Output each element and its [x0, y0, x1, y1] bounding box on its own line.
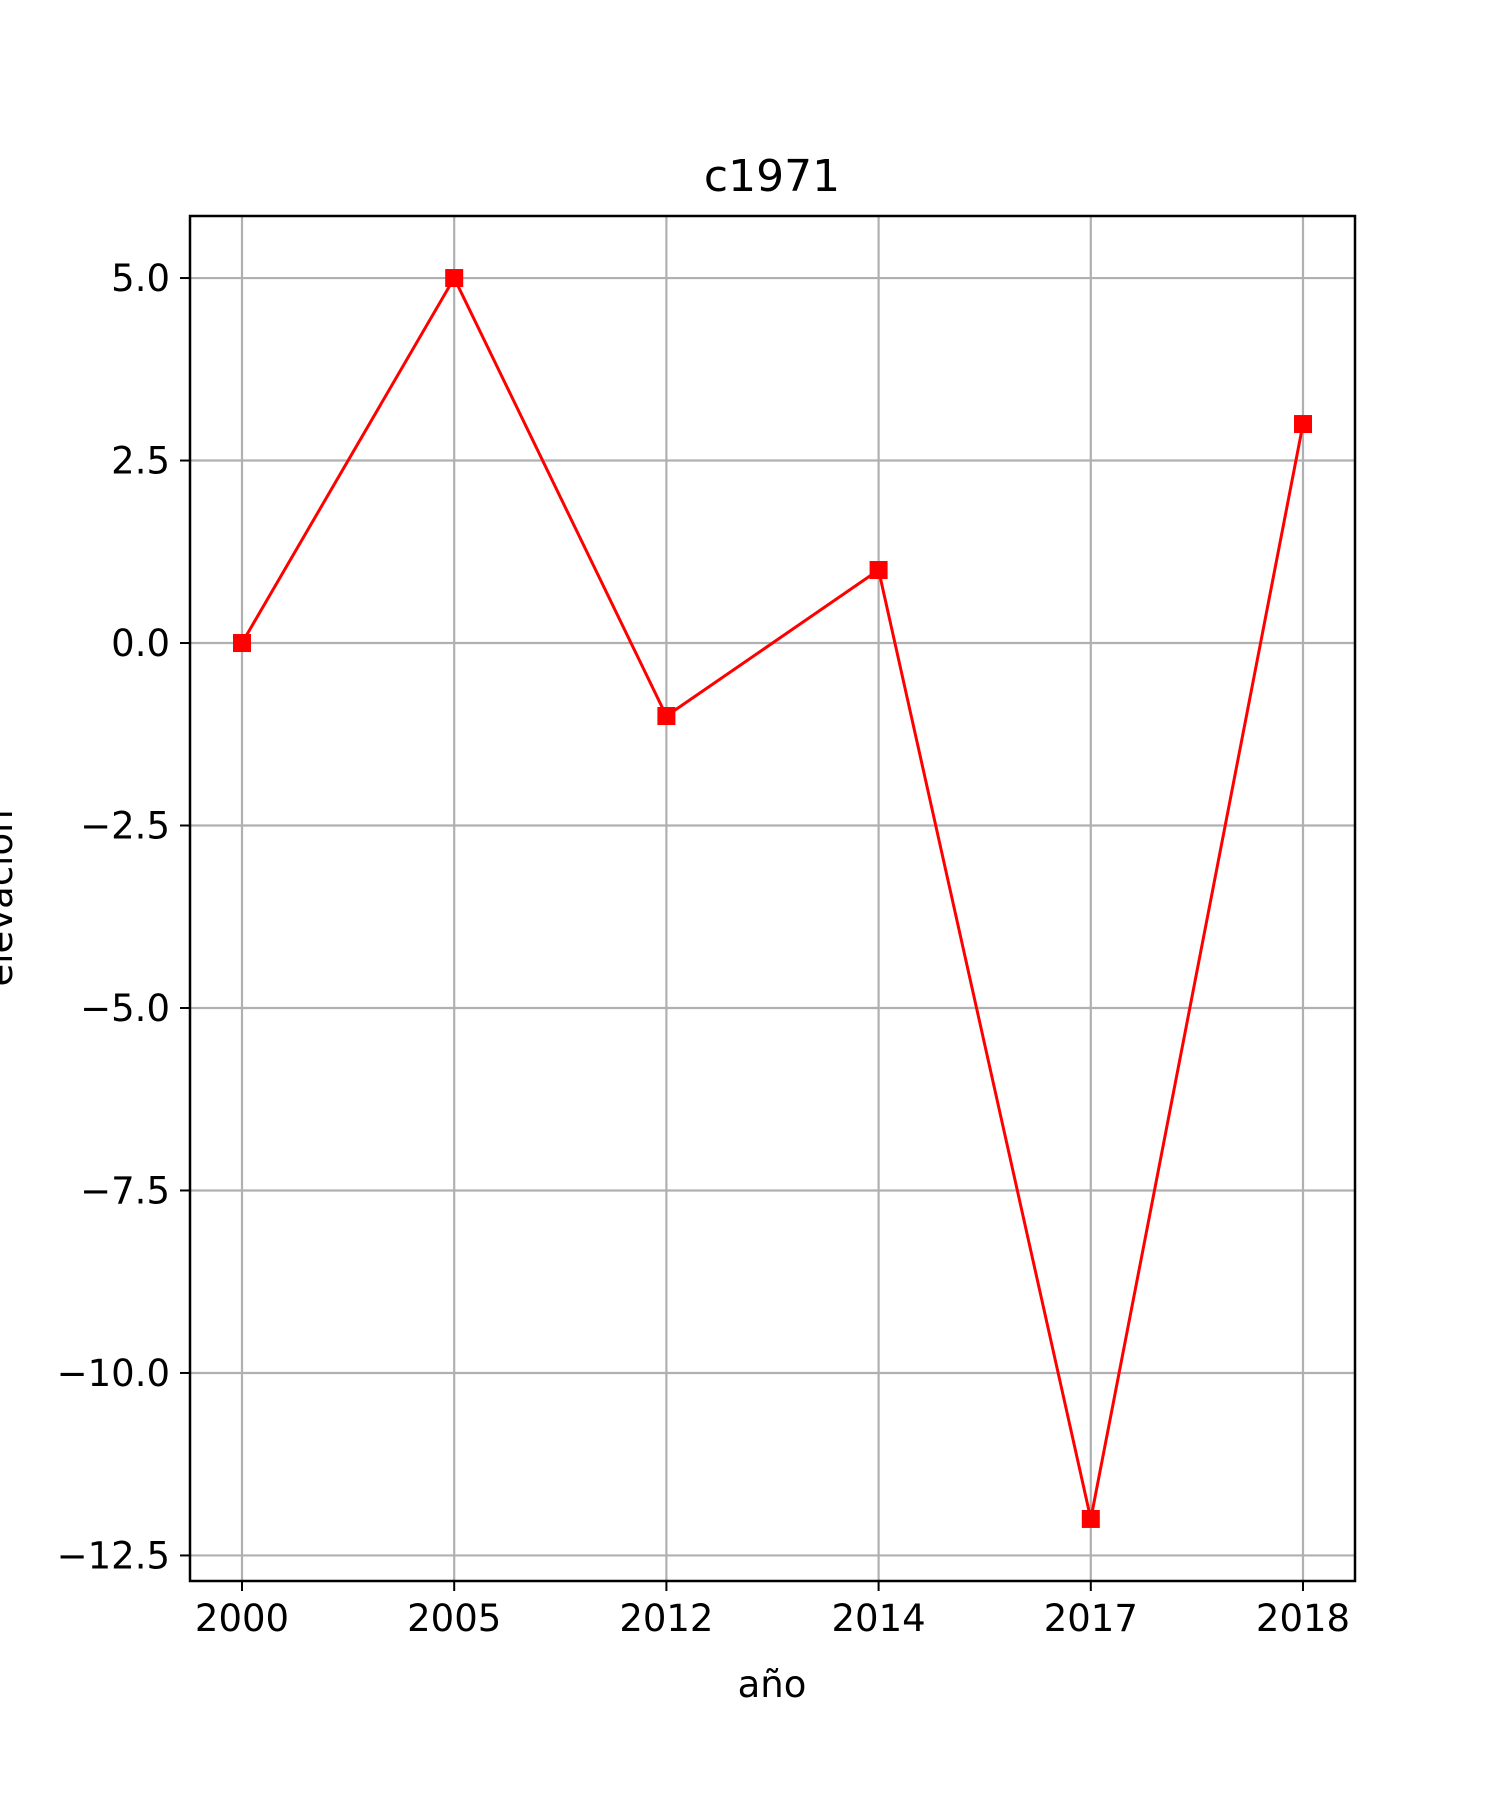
- x-axis-label: año: [738, 1663, 807, 1706]
- y-tick-label: −7.5: [80, 1169, 170, 1212]
- data-point: [869, 561, 888, 580]
- grid: [190, 216, 1355, 1581]
- y-tick-label: 0.0: [111, 622, 170, 665]
- y-axis-label: elevación: [0, 809, 21, 986]
- x-tick-label: 2014: [832, 1597, 926, 1640]
- x-tick-label: 2017: [1044, 1597, 1138, 1640]
- y-tick-label: −2.5: [80, 805, 170, 848]
- x-tick-label: 2000: [195, 1597, 289, 1640]
- data-point: [1294, 415, 1312, 434]
- data-point: [1081, 1509, 1100, 1528]
- series-line: [240, 274, 1305, 1520]
- x-tick-label: 2005: [407, 1597, 501, 1640]
- ticks: 2000 2005 2012 2014 2017 2018 5.0 2.5 0.0 −2.5 −5.…: [57, 257, 1350, 1640]
- data-point: [233, 634, 251, 653]
- x-tick-label: 2012: [619, 1597, 713, 1640]
- data-point: [657, 707, 676, 726]
- chart-title: c1971: [704, 151, 840, 202]
- data-point: [445, 269, 464, 288]
- y-tick-label: 2.5: [111, 440, 170, 483]
- y-tick-label: −5.0: [80, 987, 170, 1030]
- y-tick-label: −10.0: [57, 1352, 170, 1395]
- series-layer: [233, 269, 1312, 1528]
- y-tick-label: 5.0: [111, 257, 170, 300]
- plot-frame: [188, 214, 1357, 1583]
- y-tick-label: −12.5: [57, 1534, 170, 1577]
- x-tick-label: 2018: [1256, 1597, 1350, 1640]
